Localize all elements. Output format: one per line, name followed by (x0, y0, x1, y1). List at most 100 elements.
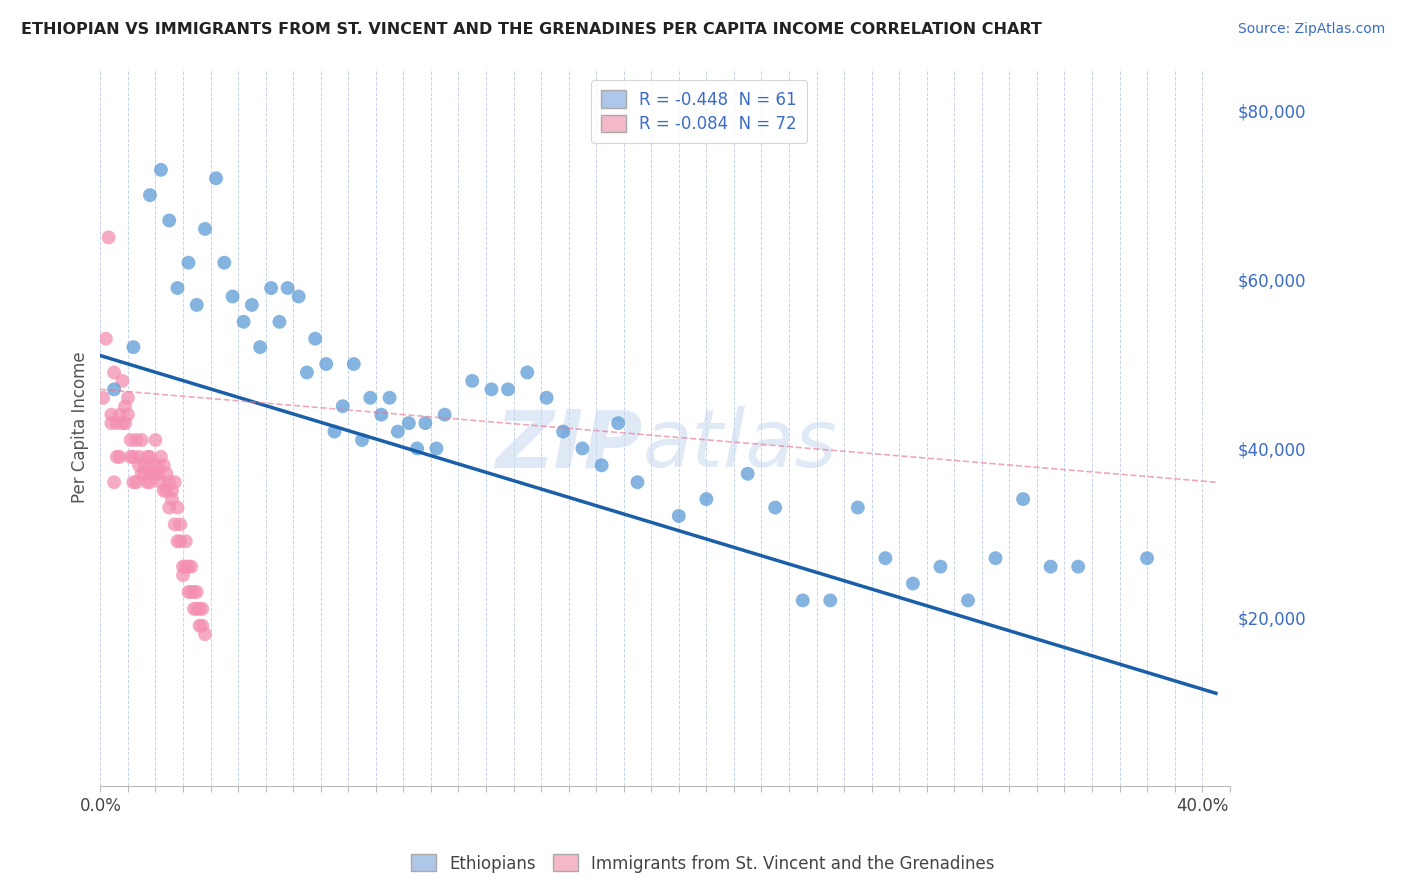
Text: atlas: atlas (643, 406, 837, 484)
Point (186, 585, 208, 599)
Point (1136, 551, 1159, 566)
Point (387, 425, 409, 439)
Point (128, 450, 150, 464)
Point (103, 366, 125, 380)
Point (163, 475, 186, 490)
Point (496, 382, 519, 396)
Point (108, 450, 131, 464)
Point (134, 458, 156, 473)
Point (149, 162, 172, 177)
Point (315, 357, 337, 371)
Point (323, 425, 346, 439)
Point (136, 475, 159, 490)
Point (157, 213, 180, 227)
Point (142, 458, 165, 473)
Point (136, 450, 159, 464)
Point (194, 222, 217, 236)
Point (191, 602, 214, 616)
Point (125, 433, 148, 447)
Point (114, 416, 136, 430)
Point (433, 408, 456, 422)
Point (269, 315, 291, 329)
Point (142, 467, 165, 481)
Point (875, 551, 897, 566)
Point (1012, 492, 1035, 507)
Point (166, 534, 188, 549)
Point (149, 475, 172, 490)
Point (191, 618, 214, 632)
Point (180, 585, 202, 599)
Point (145, 433, 167, 447)
Point (984, 551, 1007, 566)
Point (111, 374, 134, 388)
Point (177, 559, 200, 574)
Point (94, 332, 117, 346)
Point (149, 450, 172, 464)
Point (820, 593, 842, 607)
Point (177, 256, 200, 270)
Point (186, 602, 208, 616)
Point (97, 230, 120, 244)
Point (131, 467, 153, 481)
Point (260, 281, 283, 295)
Point (221, 289, 243, 303)
Legend: R = -0.448  N = 61, R = -0.084  N = 72: R = -0.448 N = 61, R = -0.084 N = 72 (591, 80, 807, 144)
Point (157, 475, 180, 490)
Point (695, 492, 717, 507)
Point (174, 534, 197, 549)
Point (122, 340, 145, 354)
Point (152, 483, 174, 498)
Point (232, 315, 254, 329)
Point (172, 559, 194, 574)
Point (415, 416, 437, 430)
Point (160, 492, 183, 507)
Point (152, 458, 174, 473)
Legend: Ethiopians, Immigrants from St. Vincent and the Grenadines: Ethiopians, Immigrants from St. Vincent … (405, 847, 1001, 880)
Point (157, 500, 180, 515)
Point (1067, 559, 1090, 574)
Point (103, 475, 125, 490)
Point (155, 483, 177, 498)
Point (763, 500, 786, 515)
Point (100, 408, 122, 422)
Point (626, 475, 648, 490)
Point (108, 408, 131, 422)
Point (591, 458, 613, 473)
Point (145, 467, 167, 481)
Text: ZIP: ZIP (495, 406, 643, 484)
Point (177, 585, 200, 599)
Point (172, 568, 194, 582)
Point (350, 433, 373, 447)
Point (737, 467, 759, 481)
Point (370, 408, 392, 422)
Point (134, 467, 156, 481)
Point (205, 171, 228, 186)
Point (128, 458, 150, 473)
Point (516, 366, 538, 380)
Point (249, 340, 271, 354)
Point (166, 281, 188, 295)
Point (174, 559, 197, 574)
Point (169, 534, 191, 549)
Text: Source: ZipAtlas.com: Source: ZipAtlas.com (1237, 22, 1385, 37)
Point (901, 576, 924, 591)
Point (406, 442, 429, 456)
Point (240, 298, 263, 312)
Point (183, 602, 205, 616)
Point (287, 289, 309, 303)
Point (332, 399, 354, 413)
Point (169, 517, 191, 532)
Point (155, 467, 177, 481)
Point (163, 517, 186, 532)
Point (120, 433, 142, 447)
Point (188, 602, 211, 616)
Point (117, 408, 139, 422)
Point (122, 450, 145, 464)
Point (551, 425, 574, 439)
Point (571, 442, 593, 456)
Point (125, 475, 148, 490)
Point (536, 391, 558, 405)
Point (160, 483, 183, 498)
Point (122, 475, 145, 490)
Point (194, 627, 217, 641)
